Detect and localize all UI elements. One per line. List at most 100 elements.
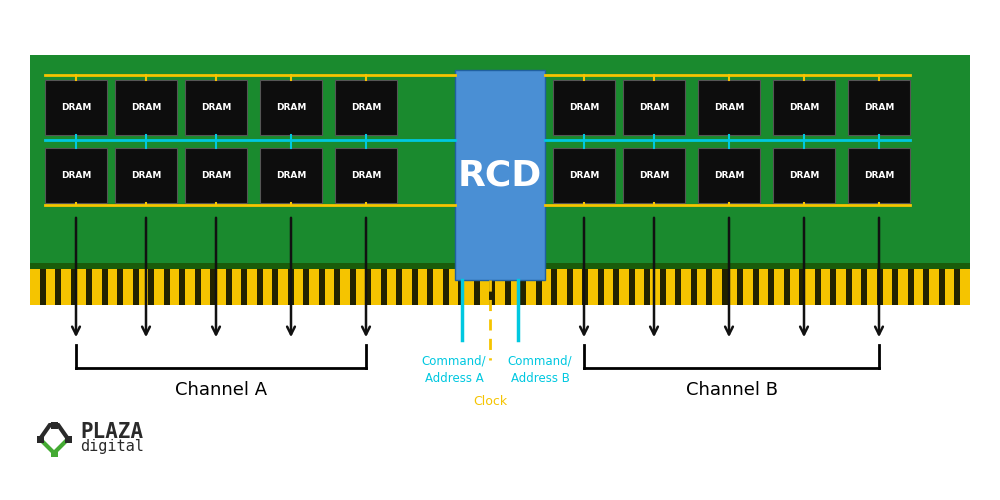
Bar: [536, 269, 542, 305]
Bar: [148, 269, 154, 305]
Bar: [30, 263, 970, 305]
Text: DRAM: DRAM: [569, 171, 599, 180]
Bar: [396, 269, 402, 305]
Bar: [629, 269, 635, 305]
Text: DRAM: DRAM: [714, 103, 744, 112]
Bar: [443, 269, 449, 305]
Bar: [923, 269, 929, 305]
Bar: [195, 269, 201, 305]
Bar: [698, 80, 760, 135]
Bar: [319, 269, 325, 305]
Bar: [335, 148, 397, 203]
Bar: [773, 148, 835, 203]
Text: DRAM: DRAM: [201, 171, 231, 180]
Bar: [45, 80, 107, 135]
Bar: [458, 269, 464, 305]
Bar: [520, 269, 526, 305]
Text: DRAM: DRAM: [61, 103, 91, 112]
Text: DRAM: DRAM: [569, 103, 599, 112]
Text: DRAM: DRAM: [714, 171, 744, 180]
Bar: [861, 269, 867, 305]
Bar: [350, 269, 356, 305]
Bar: [939, 269, 945, 305]
Text: DRAM: DRAM: [789, 171, 819, 180]
Bar: [412, 269, 418, 305]
Bar: [50, 422, 58, 428]
Bar: [489, 269, 495, 305]
Bar: [455, 70, 545, 280]
Bar: [164, 269, 170, 305]
Text: DRAM: DRAM: [789, 103, 819, 112]
Text: digital: digital: [80, 438, 144, 454]
Bar: [567, 269, 573, 305]
Text: Command/
Address B: Command/ Address B: [508, 355, 572, 385]
Text: Command/
Address A: Command/ Address A: [422, 355, 486, 385]
Bar: [773, 80, 835, 135]
Bar: [45, 148, 107, 203]
Text: RCD: RCD: [458, 158, 542, 192]
Bar: [613, 269, 619, 305]
Bar: [115, 80, 177, 135]
Bar: [40, 269, 46, 305]
Bar: [71, 269, 77, 305]
Text: PLAZA: PLAZA: [80, 422, 143, 442]
Bar: [226, 269, 232, 305]
Bar: [698, 148, 760, 203]
Text: DRAM: DRAM: [276, 103, 306, 112]
Bar: [582, 269, 588, 305]
Bar: [30, 263, 970, 269]
Bar: [675, 269, 681, 305]
Bar: [892, 269, 898, 305]
Bar: [830, 269, 836, 305]
Bar: [427, 269, 433, 305]
Bar: [115, 148, 177, 203]
Bar: [848, 80, 910, 135]
Bar: [722, 269, 728, 305]
Bar: [753, 269, 759, 305]
Bar: [260, 80, 322, 135]
Bar: [623, 148, 685, 203]
Text: DRAM: DRAM: [351, 171, 381, 180]
Bar: [784, 269, 790, 305]
Bar: [644, 269, 650, 305]
Bar: [799, 269, 805, 305]
Bar: [551, 269, 557, 305]
Bar: [335, 80, 397, 135]
Bar: [102, 269, 108, 305]
Bar: [815, 269, 821, 305]
Bar: [334, 269, 340, 305]
Bar: [768, 269, 774, 305]
Bar: [598, 269, 604, 305]
Text: DRAM: DRAM: [864, 103, 894, 112]
Bar: [877, 269, 883, 305]
Bar: [210, 269, 216, 305]
Bar: [553, 80, 615, 135]
Bar: [133, 269, 139, 305]
Bar: [185, 148, 247, 203]
Bar: [257, 269, 263, 305]
Bar: [848, 148, 910, 203]
Bar: [272, 269, 278, 305]
Bar: [260, 148, 322, 203]
Text: DRAM: DRAM: [639, 171, 669, 180]
Bar: [706, 269, 712, 305]
Bar: [623, 80, 685, 135]
Bar: [30, 55, 970, 305]
Text: DRAM: DRAM: [639, 103, 669, 112]
Bar: [36, 436, 44, 442]
Bar: [179, 269, 185, 305]
Bar: [846, 269, 852, 305]
Text: DRAM: DRAM: [864, 171, 894, 180]
Bar: [55, 269, 61, 305]
Text: DRAM: DRAM: [61, 171, 91, 180]
Bar: [474, 269, 480, 305]
Bar: [365, 269, 371, 305]
Bar: [288, 269, 294, 305]
Text: Channel A: Channel A: [175, 381, 267, 399]
Bar: [954, 269, 960, 305]
Bar: [660, 269, 666, 305]
Text: Channel B: Channel B: [686, 381, 778, 399]
Bar: [737, 269, 743, 305]
Bar: [50, 450, 58, 456]
Bar: [185, 80, 247, 135]
